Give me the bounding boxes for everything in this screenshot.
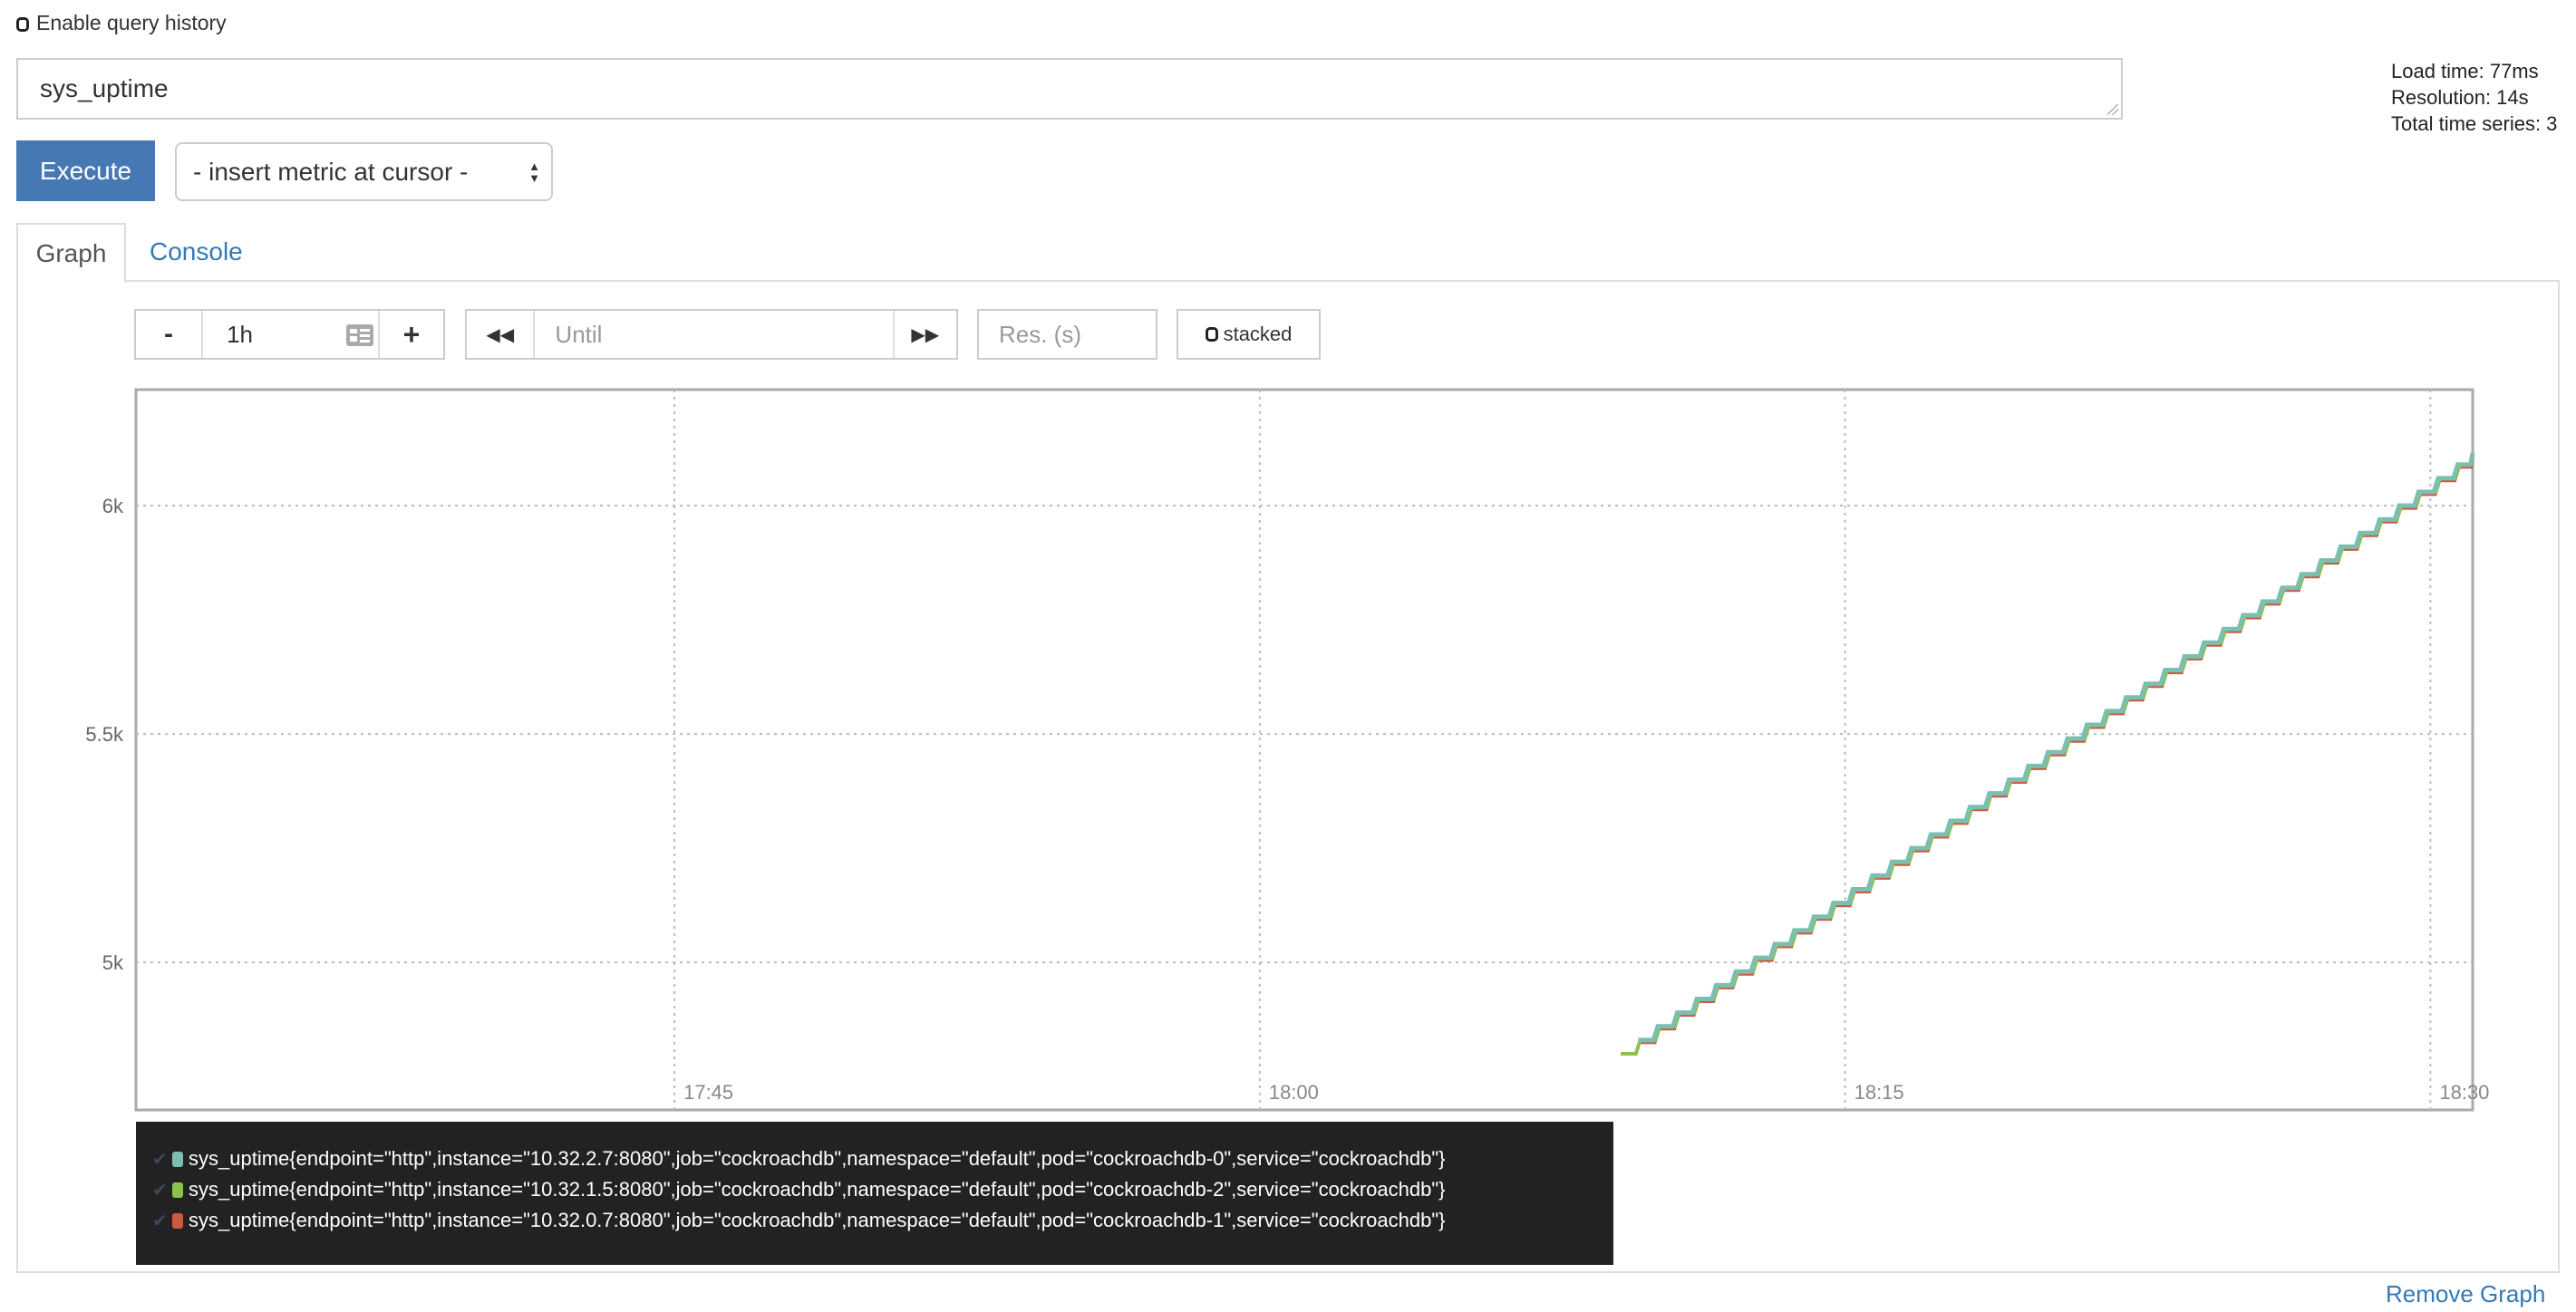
query-history-label: Enable query history [36,11,227,34]
remove-graph-link[interactable]: Remove Graph [2386,1280,2546,1307]
resolution: Resolution: 14s [2391,86,2529,109]
legend-item[interactable]: ✔ sys_uptime{endpoint="http",instance="10… [152,1178,1446,1201]
total-time-series: Total time series: 3 [2391,112,2558,135]
select-arrows-icon: ▲ ▼ [528,159,540,185]
resolution-placeholder: Res. (s) [999,320,1081,348]
expression-input[interactable]: sys_uptime [16,58,2123,120]
insert-metric-selected: - insert metric at cursor - [193,157,469,186]
tab-console[interactable]: Console [150,237,243,265]
x-tick-label: 18:30 [2439,1081,2489,1104]
resize-handle-icon[interactable] [2107,104,2118,115]
range-input[interactable]: 1h [201,311,378,358]
resolution-input[interactable]: Res. (s) [977,309,1157,360]
calendar-icon[interactable] [345,323,374,347]
series-name: sys_uptime{endpoint="http",instance="10.… [189,1178,1446,1201]
checkmark-icon[interactable]: ✔ [152,1180,168,1201]
checkmark-icon[interactable]: ✔ [152,1211,168,1231]
stacked-checkbox[interactable] [1205,327,1218,342]
legend-item[interactable]: ✔ sys_uptime{endpoint="http",instance="10… [152,1209,1446,1232]
stacked-label: stacked [1223,323,1293,345]
query-stats: Load time: 77ms Resolution: 14s Total ti… [2391,58,2557,137]
tab-graph[interactable]: Graph [16,223,126,283]
increase-range-button[interactable]: + [377,311,443,358]
stacked-toggle[interactable]: stacked [1177,309,1321,360]
range-value: 1h [227,320,253,348]
load-time: Load time: 77ms [2391,60,2539,82]
checkmark-icon[interactable]: ✔ [152,1149,168,1170]
end-time-control: ◀◀ Until ▶▶ [465,309,958,360]
decrease-range-button[interactable]: - [164,319,174,349]
x-tick-label: 18:00 [1269,1081,1319,1104]
range-control: - 1h + [134,309,445,360]
graph-panel [16,280,2560,1273]
x-tick-label: 18:15 [1855,1081,1904,1104]
y-tick-label: 6k [102,495,124,517]
series-name: sys_uptime{endpoint="http",instance="10.… [189,1209,1446,1231]
series-line [1621,464,2462,1056]
plot-frame [134,388,2474,1112]
series-swatch [172,1151,183,1167]
series-name: sys_uptime{endpoint="http",instance="10.… [189,1147,1446,1170]
series-swatch [172,1182,183,1198]
enable-query-history[interactable]: Enable query history [16,11,227,35]
legend-item[interactable]: ✔ sys_uptime{endpoint="http",instance="10… [152,1147,1446,1171]
double-chevron-right-icon: ▶▶ [911,324,940,345]
series-swatch [172,1212,183,1229]
y-tick-label: 5.5k [85,723,124,746]
y-tick-label: 5k [102,951,124,974]
step-back-button[interactable]: ◀◀ [467,311,533,358]
legend: ✔ sys_uptime{endpoint="http",instance="10… [136,1122,1613,1265]
insert-metric-select[interactable]: - insert metric at cursor - ▲ ▼ [175,142,553,201]
execute-button[interactable]: Execute [16,140,155,201]
x-tick-label: 17:45 [683,1081,733,1104]
series-line [1638,452,2475,1043]
step-forward-button[interactable]: ▶▶ [892,311,956,358]
expression-value: sys_uptime [40,74,169,102]
double-chevron-left-icon: ◀◀ [486,324,515,345]
until-input[interactable]: Until [533,311,892,358]
query-history-checkbox[interactable] [16,16,29,32]
